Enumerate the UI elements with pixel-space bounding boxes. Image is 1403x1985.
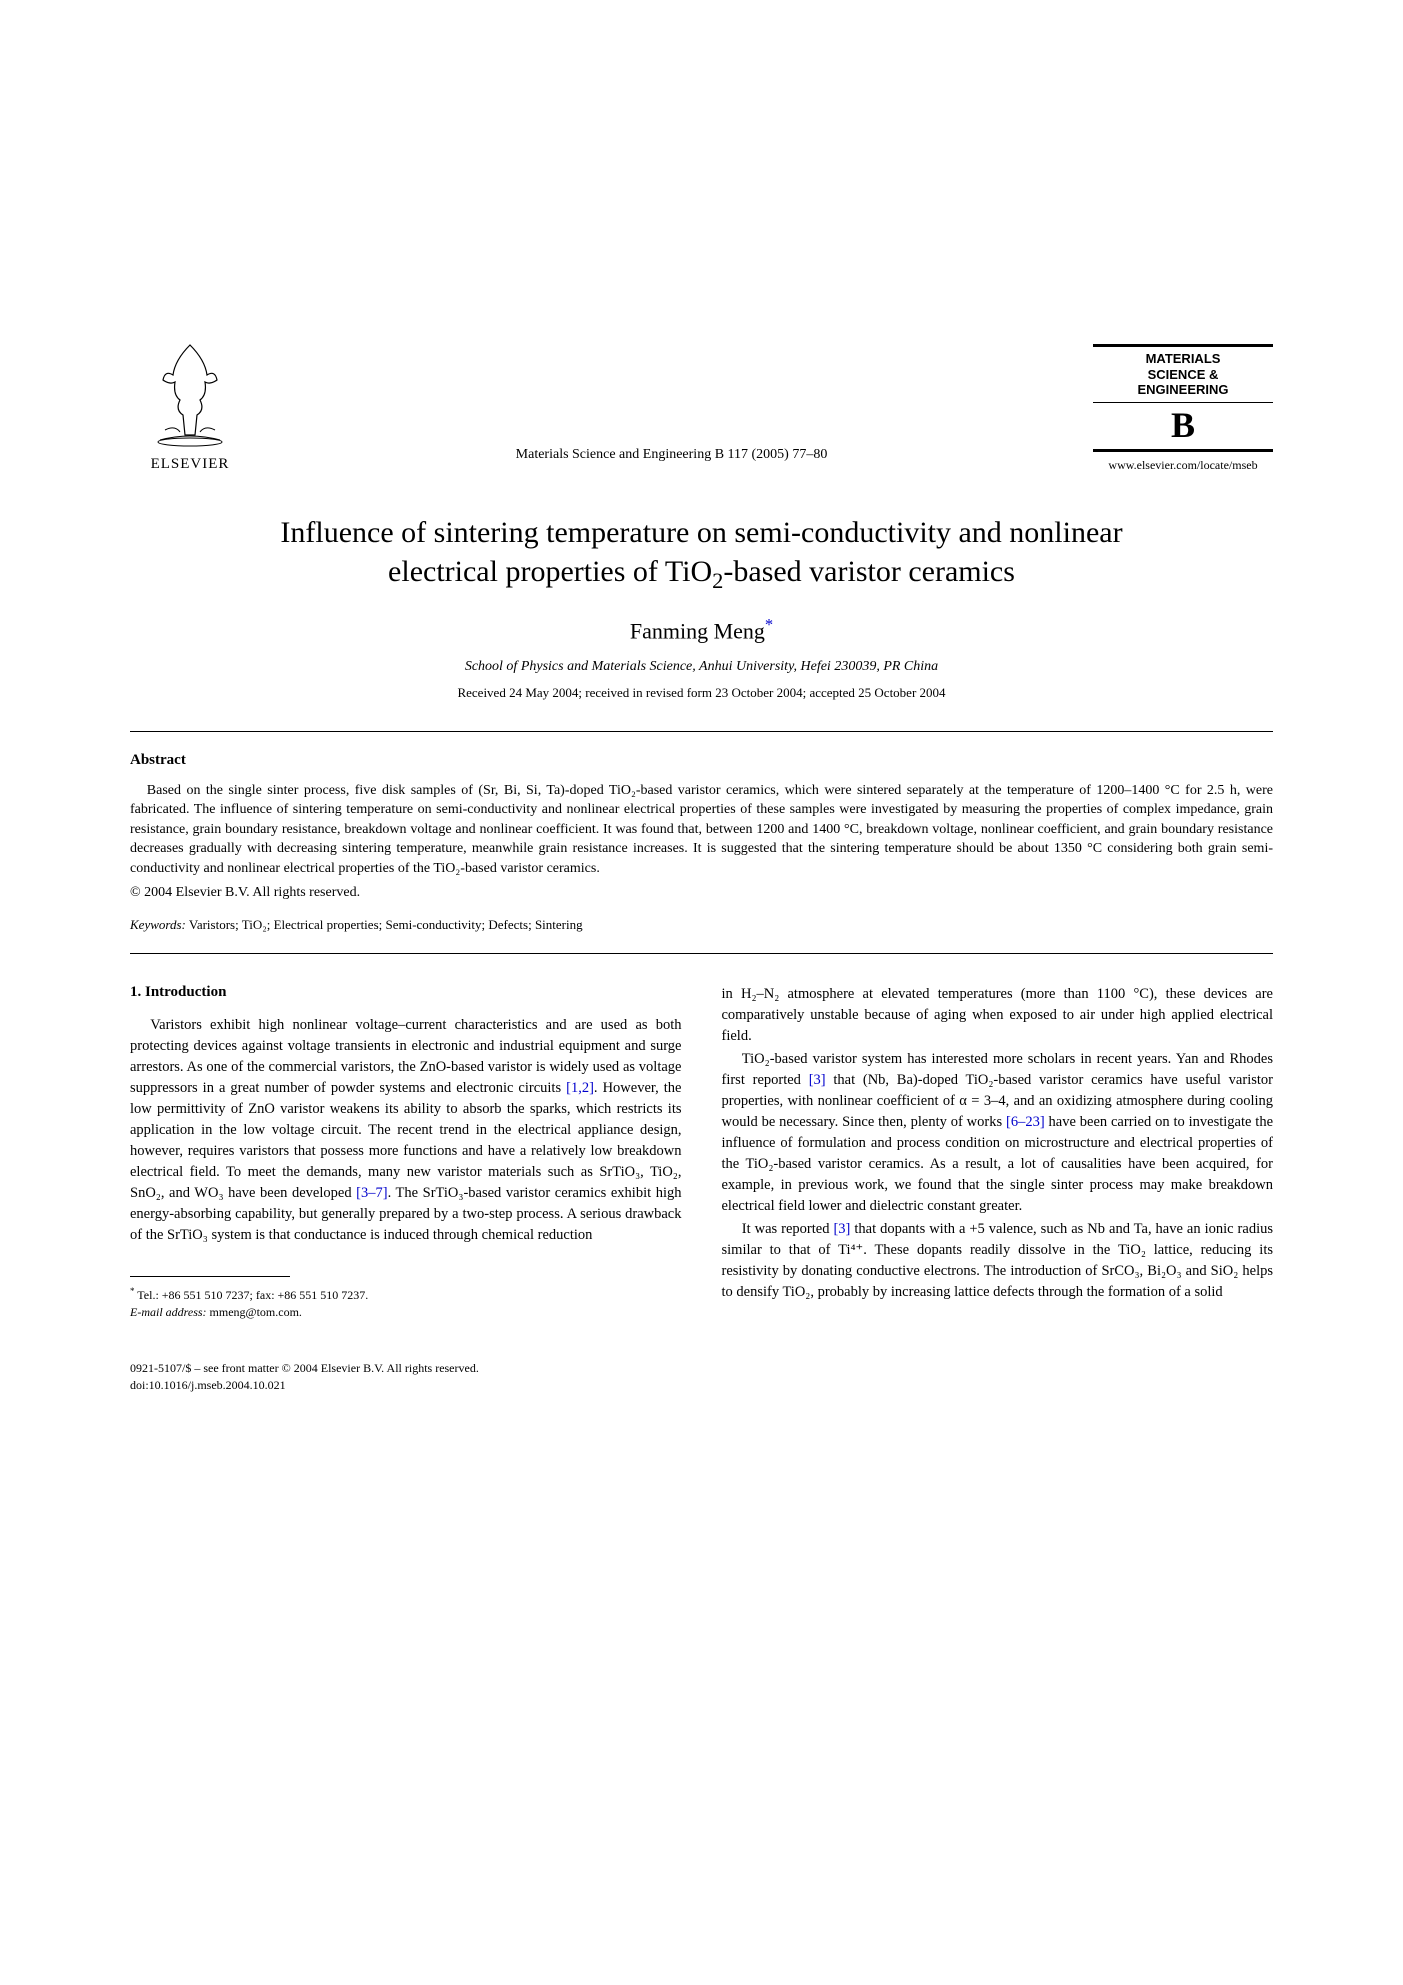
bottom-info: 0921-5107/$ – see front matter © 2004 El… [130, 1360, 1273, 1394]
author-name: Fanming Meng [630, 619, 765, 644]
abstract-heading: Abstract [130, 752, 1273, 769]
journal-box-letter: B [1093, 405, 1273, 452]
para-text: It was reported [742, 1221, 834, 1237]
section-1-heading: 1. Introduction [130, 984, 682, 1001]
journal-box-line1: MATERIALS [1093, 351, 1273, 367]
paragraph: Varistors exhibit high nonlinear voltage… [130, 1015, 682, 1246]
title-line2: electrical properties of TiO [388, 555, 712, 588]
paragraph: It was reported [3] that dopants with a … [722, 1219, 1274, 1303]
article-dates: Received 24 May 2004; received in revise… [130, 685, 1273, 701]
citation[interactable]: [6–23] [1006, 1114, 1045, 1130]
affiliation: School of Physics and Materials Science,… [130, 659, 1273, 675]
title-line2-end: -based varistor ceramics [723, 555, 1015, 588]
doi-line: doi:10.1016/j.mseb.2004.10.021 [130, 1377, 1273, 1394]
abstract-copyright: © 2004 Elsevier B.V. All rights reserved… [130, 885, 1273, 901]
left-column: 1. Introduction Varistors exhibit high n… [130, 984, 682, 1321]
body-columns: 1. Introduction Varistors exhibit high n… [130, 984, 1273, 1321]
right-column: in H₂–N₂ atmosphere at elevated temperat… [722, 984, 1274, 1321]
paragraph: TiO₂-based varistor system has intereste… [722, 1049, 1274, 1217]
keywords-text: Varistors; TiO₂; Electrical properties; … [189, 917, 583, 932]
citation[interactable]: [1,2] [566, 1080, 594, 1096]
citation[interactable]: [3] [809, 1072, 826, 1088]
divider [130, 953, 1273, 954]
citation[interactable]: [3–7] [356, 1185, 387, 1201]
article-title: Influence of sintering temperature on se… [190, 513, 1213, 595]
citation[interactable]: [3] [833, 1221, 850, 1237]
elsevier-logo: ELSEVIER [130, 340, 250, 473]
title-sub: 2 [712, 568, 723, 593]
divider [130, 731, 1273, 732]
keywords: Keywords: Varistors; TiO₂; Electrical pr… [130, 917, 1273, 933]
para-text: . However, the low permittivity of ZnO v… [130, 1080, 682, 1201]
journal-url: www.elsevier.com/locate/mseb [1093, 458, 1273, 473]
footnote-mark: * [130, 1286, 135, 1296]
journal-reference: Materials Science and Engineering B 117 … [250, 447, 1093, 473]
publisher-name: ELSEVIER [151, 456, 230, 473]
footnote: * Tel.: +86 551 510 7237; fax: +86 551 5… [130, 1285, 682, 1321]
paragraph: in H₂–N₂ atmosphere at elevated temperat… [722, 984, 1274, 1047]
footnote-email-label: E-mail address: [130, 1305, 207, 1319]
title-line1: Influence of sintering temperature on se… [280, 516, 1122, 549]
elsevier-tree-icon [145, 340, 235, 450]
header-row: ELSEVIER Materials Science and Engineeri… [130, 340, 1273, 473]
journal-box: MATERIALS SCIENCE & ENGINEERING B www.el… [1093, 344, 1273, 473]
footnote-email: mmeng@tom.com. [210, 1305, 302, 1319]
author-corresponding-mark: * [765, 615, 773, 634]
front-matter-line: 0921-5107/$ – see front matter © 2004 El… [130, 1360, 1273, 1377]
abstract-body: Based on the single sinter process, five… [130, 781, 1273, 879]
footnote-rule [130, 1276, 290, 1277]
footnote-tel: Tel.: +86 551 510 7237; fax: +86 551 510… [137, 1288, 368, 1302]
keywords-label: Keywords: [130, 917, 186, 932]
author: Fanming Meng* [130, 615, 1273, 644]
journal-box-line3: ENGINEERING [1093, 382, 1273, 398]
journal-box-line2: SCIENCE & [1093, 367, 1273, 383]
